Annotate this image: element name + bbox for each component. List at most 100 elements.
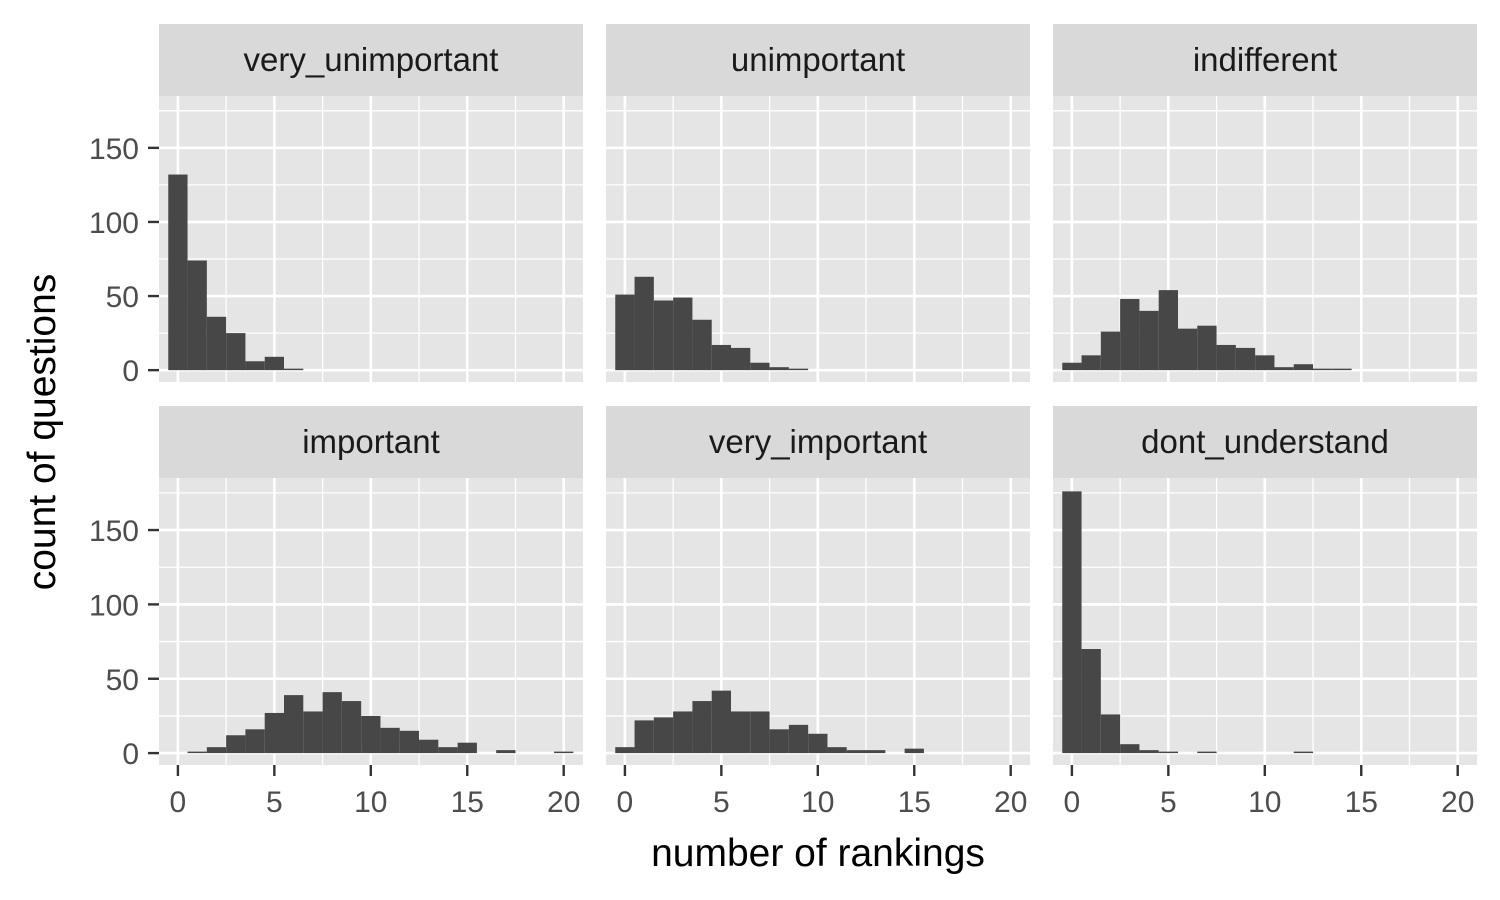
facet-strip (1053, 24, 1477, 96)
histogram-bar (1293, 364, 1314, 371)
x-tick-label: 0 (617, 786, 634, 819)
x-tick-label: 0 (170, 786, 187, 819)
histogram-bar (187, 260, 207, 371)
histogram-bar (731, 711, 751, 754)
histogram-bar (1274, 367, 1294, 371)
histogram-bar (1062, 362, 1082, 371)
histogram-bar (653, 300, 674, 371)
histogram-bar (399, 730, 420, 754)
histogram-bar (1081, 649, 1101, 754)
x-tick-label: 20 (994, 786, 1027, 819)
histogram-bar (673, 711, 693, 754)
facet-panel-dont_understand: dont_understand 0 5 10 15 20 (1053, 406, 1477, 819)
histogram-bar (284, 695, 304, 754)
facet-panel-important: important 0 50 100 150 0 5 10 15 20 (89, 406, 583, 819)
x-tick-label: 20 (1441, 786, 1474, 819)
histogram-bar (711, 344, 732, 371)
histogram-bar (1062, 491, 1082, 754)
facet-strip (159, 24, 583, 96)
histogram-bar (634, 276, 654, 371)
y-tick-label: 100 (89, 207, 139, 240)
x-tick-label: 15 (1345, 786, 1378, 819)
facet-panel-indifferent: indifferent (1053, 24, 1477, 382)
histogram-bar (1313, 368, 1333, 371)
histogram-bar (303, 711, 323, 754)
histogram-bar (245, 361, 265, 371)
histogram-bar (341, 701, 362, 754)
histogram-bar (769, 729, 789, 754)
histogram-bar (692, 319, 712, 371)
x-tick-label: 10 (354, 786, 387, 819)
histogram-bar (711, 690, 732, 754)
histogram-bar (206, 747, 227, 754)
histogram-bar (1197, 751, 1217, 754)
histogram-bar (496, 750, 516, 754)
x-tick-label: 5 (1160, 786, 1177, 819)
facet-panel-unimportant: unimportant (606, 24, 1030, 382)
histogram-bar (1332, 368, 1352, 371)
histogram-bar (1120, 744, 1140, 754)
facet-strip-label: unimportant (731, 41, 905, 78)
histogram-bar (264, 712, 285, 754)
facet-strip-label: very_unimportant (244, 41, 499, 78)
facet-strip-label: very_important (709, 423, 927, 460)
histogram-bar (1100, 714, 1121, 754)
histogram-bar (1158, 751, 1179, 754)
x-tick-label: 5 (713, 786, 730, 819)
histogram-bar (846, 750, 867, 754)
histogram-bar (788, 368, 809, 371)
histogram-bar (457, 742, 477, 754)
x-tick-label: 5 (266, 786, 283, 819)
histogram-bar (1216, 344, 1236, 371)
histogram-bar (750, 362, 770, 371)
histogram-bar (380, 727, 400, 754)
histogram-bar (731, 347, 751, 371)
x-axis-title: number of rankings (651, 832, 985, 875)
histogram-bar (808, 733, 828, 754)
facet-strip (606, 24, 1030, 96)
y-axis-title: count of questions (21, 274, 64, 591)
histogram-bar (438, 747, 458, 754)
facet-strip (606, 406, 1030, 478)
histogram-bar (615, 294, 635, 371)
histogram-bar (322, 692, 342, 754)
histogram-bar (1197, 325, 1217, 371)
y-tick-label: 100 (89, 589, 139, 622)
histogram-bar (1293, 751, 1314, 754)
y-tick-label: 150 (89, 133, 139, 166)
histogram-bar (866, 750, 886, 754)
histogram-bar (1178, 328, 1198, 371)
y-tick-label: 50 (106, 664, 139, 697)
histogram-bar (615, 747, 635, 754)
histogram-bar (168, 174, 188, 371)
y-tick-label: 0 (122, 355, 139, 388)
histogram-bar (1100, 331, 1121, 371)
histogram-bar (692, 701, 712, 754)
x-tick-label: 20 (547, 786, 580, 819)
histogram-bar (419, 739, 439, 754)
histogram-bar (206, 316, 227, 371)
histogram-bar (187, 751, 207, 754)
facet-strip (159, 406, 583, 478)
histogram-bar (284, 368, 304, 371)
histogram-bar (226, 735, 246, 754)
histogram-bar (904, 748, 924, 754)
histogram-bar (554, 751, 574, 754)
histogram-bar (827, 747, 847, 754)
x-tick-label: 10 (801, 786, 834, 819)
histogram-bar (1081, 355, 1101, 371)
histogram-bar (673, 297, 693, 371)
histogram-bar (788, 724, 809, 754)
histogram-bar (264, 356, 285, 371)
facet-strip-label: dont_understand (1141, 423, 1389, 460)
histogram-bar (226, 333, 246, 371)
histogram-bar (634, 720, 654, 754)
x-tick-label: 0 (1064, 786, 1081, 819)
histogram-bar (1139, 310, 1159, 371)
histogram-bar (750, 711, 770, 754)
y-tick-label: 150 (89, 515, 139, 548)
histogram-bar (1139, 750, 1159, 754)
histogram-bar (1158, 290, 1179, 371)
histogram-bar (1255, 355, 1275, 371)
